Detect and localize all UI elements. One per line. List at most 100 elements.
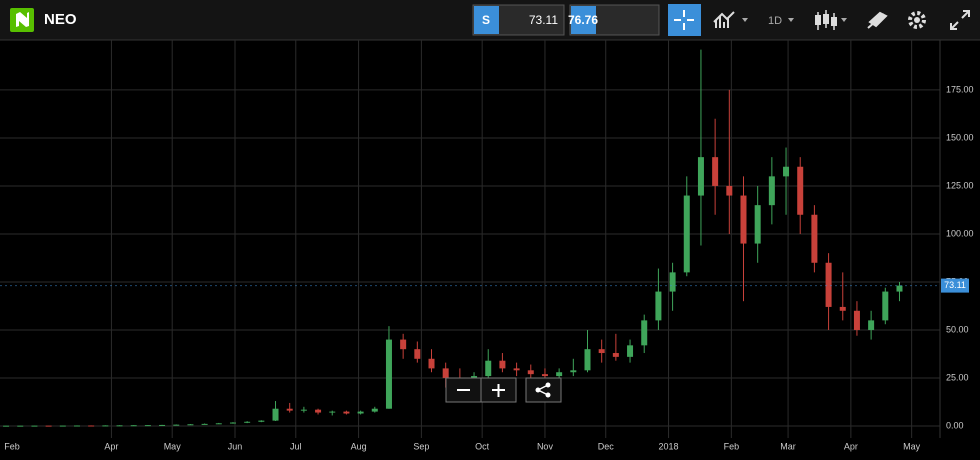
x-tick-label: Apr: [104, 441, 118, 451]
zoom-controls: [445, 377, 562, 403]
candle-body: [768, 176, 775, 206]
plot-area: [0, 40, 940, 438]
candle-body: [31, 425, 38, 427]
candle-body: [882, 291, 889, 321]
candle-body: [428, 358, 435, 369]
x-tick-label: Apr: [844, 441, 858, 451]
candle-body: [612, 353, 619, 357]
candle-body: [215, 423, 222, 425]
candle-icon-body: [831, 17, 837, 26]
y-tick-label: 0.00: [946, 420, 964, 430]
candle-body: [797, 166, 804, 215]
sell-label: S: [482, 13, 490, 27]
candle-body: [385, 339, 392, 409]
candle-body: [159, 424, 166, 426]
candle-body: [485, 360, 492, 377]
candle-body: [442, 368, 449, 378]
candle-body: [868, 320, 875, 330]
zoom-in-icon: [492, 384, 505, 397]
x-tick-label: Oct: [475, 441, 490, 451]
x-tick-label: Feb: [724, 441, 740, 451]
x-tick-label: Feb: [4, 441, 20, 451]
sell-tag: [474, 6, 499, 34]
x-tick-label: Jun: [228, 441, 243, 451]
candle-body: [343, 411, 350, 414]
fullscreen-icon[interactable]: [950, 10, 970, 30]
candle-body: [414, 349, 421, 359]
x-tick-label: Sep: [413, 441, 429, 451]
candle-body: [102, 425, 109, 427]
candle-body: [726, 185, 733, 196]
candle-body: [683, 195, 690, 273]
y-tick-label: 50.00: [946, 324, 969, 334]
share[interactable]: [525, 377, 562, 403]
y-tick-label: 175.00: [946, 84, 974, 94]
x-tick-label: Aug: [351, 441, 367, 451]
candle-body: [73, 425, 80, 427]
x-tick-label: Dec: [598, 441, 615, 451]
candle-body: [400, 339, 407, 350]
candle-body: [272, 408, 279, 421]
x-tick-label: May: [164, 441, 182, 451]
candle-body: [315, 409, 322, 413]
candle-body: [627, 345, 634, 357]
candle-body: [357, 411, 364, 414]
candle-body: [499, 360, 506, 369]
candle-body: [144, 425, 151, 427]
candle-body: [3, 425, 10, 427]
candle-body: [712, 157, 719, 186]
candle-body: [655, 291, 662, 321]
candle-body: [669, 272, 676, 292]
last-price-label: 73.11: [944, 280, 966, 290]
last-price-tag: [941, 278, 969, 293]
sell-price: 73.11: [529, 13, 558, 27]
buy-label: 76.76: [568, 13, 598, 27]
candle-body: [201, 423, 208, 425]
y-tick-label: 125.00: [946, 180, 974, 190]
candle-body: [286, 408, 293, 411]
dropdown-arrow: [788, 18, 794, 22]
x-tick-label: 2018: [659, 441, 679, 451]
buy-tag: [571, 6, 596, 34]
candle-body: [825, 262, 832, 307]
candle-body: [371, 408, 378, 412]
x-tick-label: Nov: [537, 441, 554, 451]
crosshair-button[interactable]: [668, 4, 701, 36]
candle-body: [896, 285, 903, 292]
candle-icon-body: [815, 15, 821, 25]
candle-body: [556, 372, 563, 377]
candle-body: [853, 310, 860, 330]
candle-body: [187, 424, 194, 426]
settings-icon-center: [914, 17, 920, 23]
candle-body: [839, 306, 846, 311]
candle-body: [329, 411, 336, 413]
share-dot: [545, 382, 551, 388]
candle-body: [116, 425, 123, 427]
x-tick-label: Jul: [290, 441, 302, 451]
candle-body: [130, 425, 137, 427]
candle-body: [59, 425, 66, 427]
candle-body: [258, 420, 265, 422]
candle-icon-body: [823, 14, 829, 24]
chart-type-icon[interactable]: [713, 11, 735, 28]
candle-body: [244, 421, 251, 423]
dropdown-arrow: [742, 18, 748, 22]
x-tick-label: May: [903, 441, 921, 451]
symbol: NEO: [44, 11, 77, 28]
drawing-icon[interactable]: [867, 11, 888, 29]
candle-body: [740, 195, 747, 244]
settings-icon[interactable]: [908, 11, 926, 29]
y-tick-label: 150.00: [946, 132, 974, 142]
interval[interactable]: 1D: [768, 15, 782, 27]
candle-body: [88, 425, 95, 427]
logo-glyph: [16, 12, 29, 27]
candle-body: [527, 370, 534, 375]
candle-body: [811, 214, 818, 263]
candle-body: [598, 349, 605, 354]
candle-body: [229, 422, 236, 424]
candle-body: [584, 349, 591, 371]
candle-body: [541, 374, 548, 377]
share-dot: [545, 392, 551, 398]
